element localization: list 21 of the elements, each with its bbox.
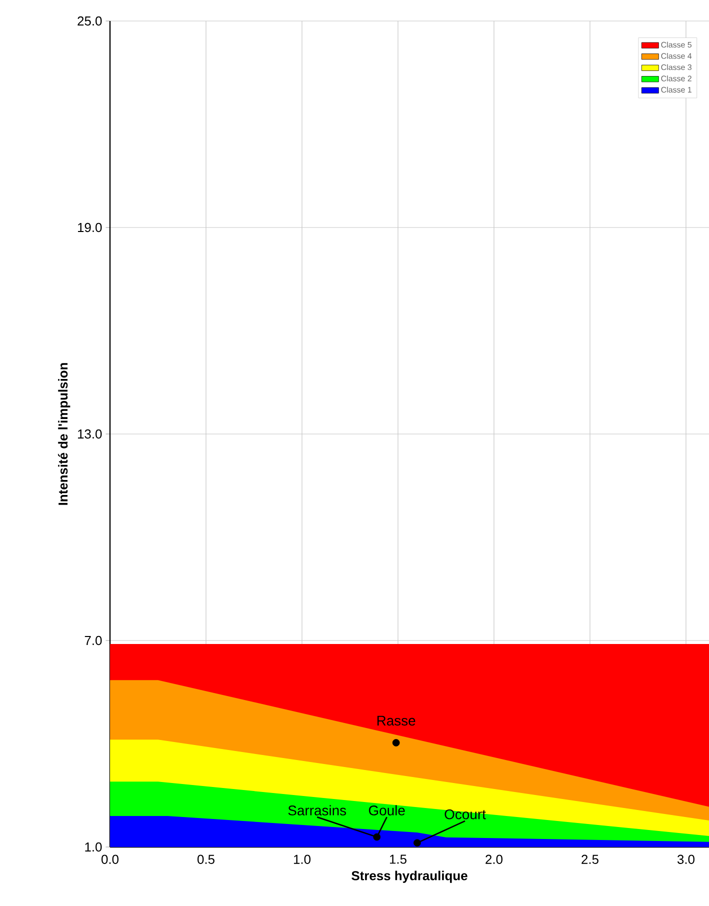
annotation: Ocourt xyxy=(444,809,486,820)
annotation: Sarrasins xyxy=(288,805,346,816)
y-tick-label: 13.0 xyxy=(78,429,102,439)
point xyxy=(414,839,421,847)
x-axis-title: Stress hydraulique xyxy=(352,870,468,883)
x-tick-label: 0.0 xyxy=(102,854,119,864)
x-tick-label: 2.0 xyxy=(486,854,502,864)
x-tick-label: 1.0 xyxy=(294,854,310,864)
annotation: Rasse xyxy=(377,716,416,726)
annotation: Goule xyxy=(368,805,405,816)
x-tick-label: 2.5 xyxy=(582,854,598,864)
point xyxy=(373,833,381,841)
x-tick-label: 0.5 xyxy=(197,854,214,864)
y-tick-label: 19.0 xyxy=(78,222,102,232)
x-tick-label: 1.5 xyxy=(390,854,406,864)
point xyxy=(392,739,400,746)
y-tick-label: 25.0 xyxy=(78,16,102,26)
x-tick-label: 3.0 xyxy=(677,854,694,864)
y-tick-label: 1.0 xyxy=(85,842,102,852)
y-axis-title: Intensité de l'impulsion xyxy=(58,363,70,505)
y-tick-label: 7.0 xyxy=(84,636,102,646)
